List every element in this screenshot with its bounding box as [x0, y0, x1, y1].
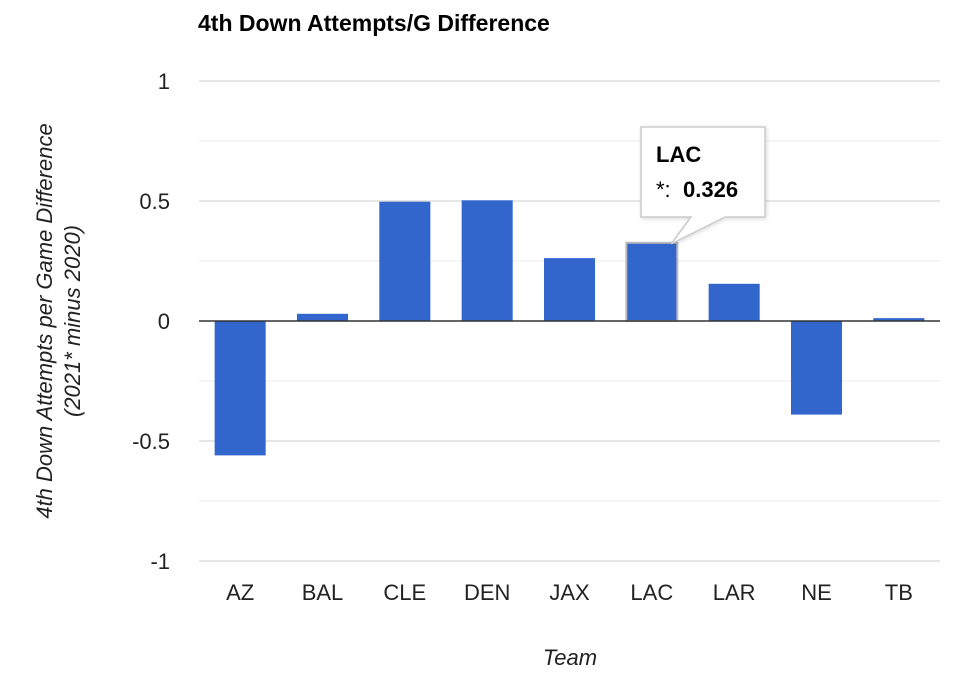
bar-cle[interactable] [379, 201, 431, 321]
bar-az[interactable] [214, 321, 266, 456]
bar-lac[interactable] [625, 241, 679, 322]
y-tick-label: -1 [150, 549, 170, 574]
bar-bal[interactable] [296, 313, 349, 321]
bar-den[interactable] [461, 200, 513, 321]
bar-jax[interactable] [543, 258, 596, 321]
y-axis-title: 4th Down Attempts per Game Difference (2… [32, 123, 85, 518]
x-tick-label: LAC [630, 580, 673, 605]
bar-tb[interactable] [873, 318, 925, 321]
x-tick-label: NE [801, 580, 832, 605]
x-tick-label: JAX [549, 580, 590, 605]
tooltip-value: 0.326 [683, 177, 738, 202]
x-axis-title: Team [543, 645, 597, 670]
y-axis-title-line2: (2021* minus 2020) [60, 225, 85, 417]
y-tick-label: 0.5 [139, 189, 170, 214]
tooltip-series-label: *: [656, 177, 671, 202]
y-tick-label: 1 [158, 69, 170, 94]
x-tick-label: LAR [713, 580, 756, 605]
y-tick-label: -0.5 [132, 429, 170, 454]
y-tick-labels: 1 0.5 0 -0.5 -1 [132, 69, 170, 574]
tooltip-box [640, 126, 766, 245]
x-tick-labels: AZ BAL CLE DEN JAX LAC LAR NE TB [226, 580, 913, 605]
bars[interactable] [214, 200, 925, 456]
x-tick-label: BAL [302, 580, 344, 605]
bar-ne[interactable] [790, 321, 843, 415]
tooltip-category: LAC [656, 142, 701, 167]
x-tick-label: DEN [464, 580, 510, 605]
x-tick-label: TB [885, 580, 913, 605]
y-axis-title-line1: 4th Down Attempts per Game Difference [32, 123, 57, 518]
bar-lar[interactable] [708, 283, 760, 321]
x-tick-label: CLE [383, 580, 426, 605]
x-tick-label: AZ [226, 580, 254, 605]
chart-title: 4th Down Attempts/G Difference [198, 10, 550, 36]
tooltip: LAC *: 0.326 [640, 126, 766, 245]
y-tick-label: 0 [158, 309, 170, 334]
